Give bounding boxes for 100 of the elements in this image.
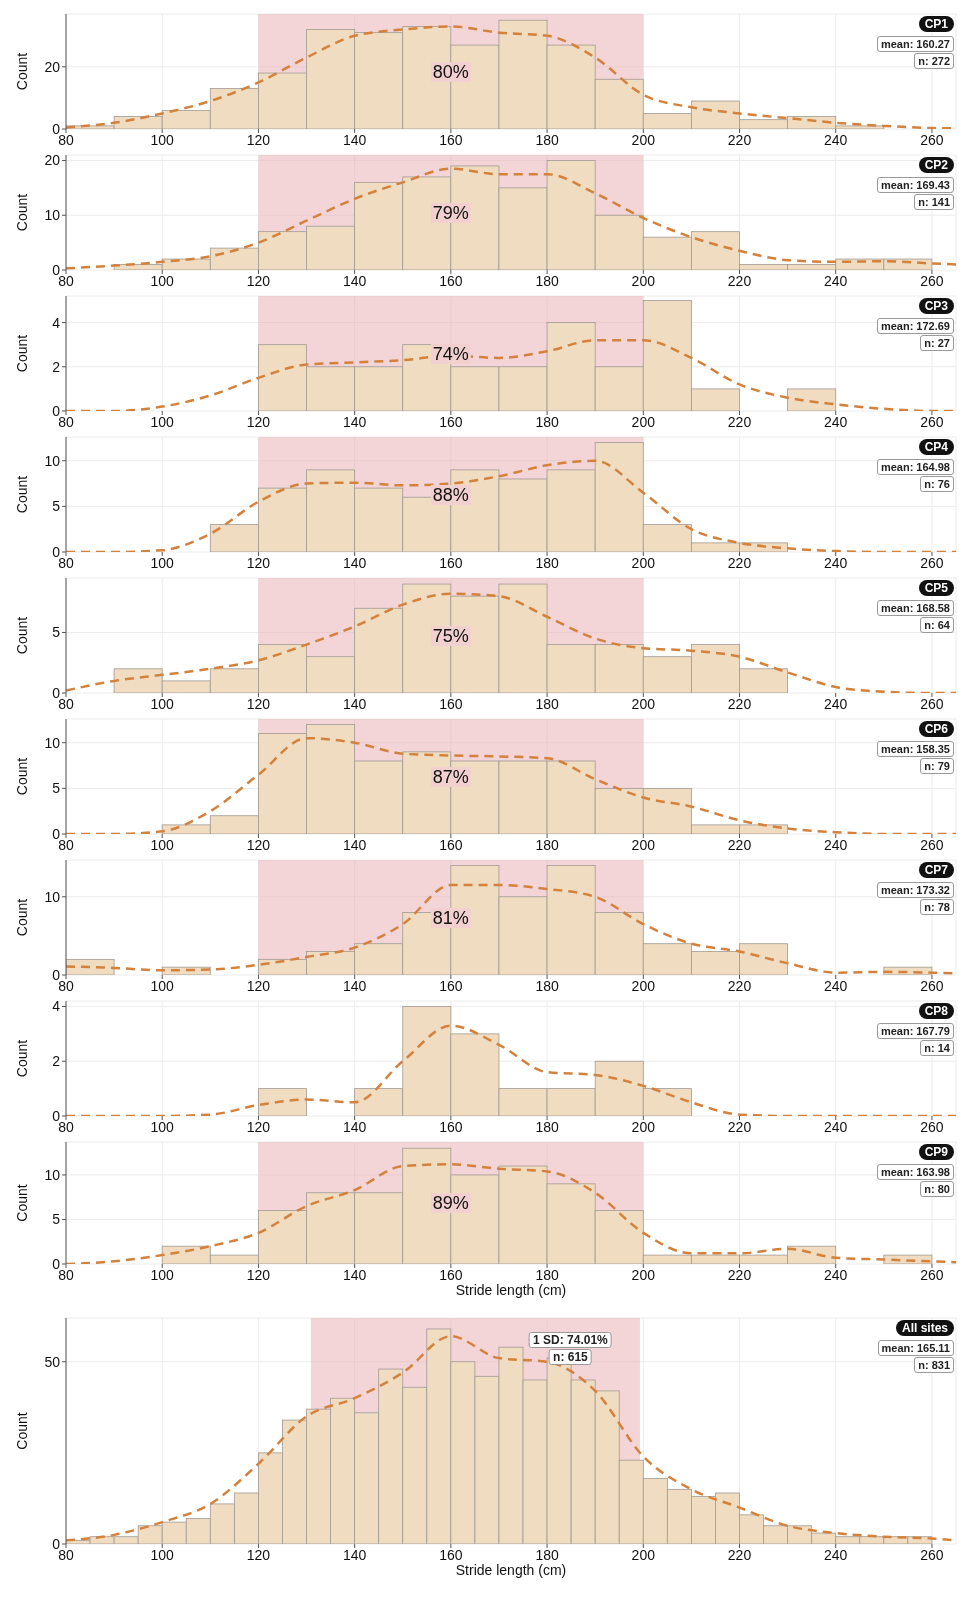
annotation: mean: 165.11 <box>877 1340 954 1356</box>
y-tick-label: 0 <box>52 120 61 137</box>
y-axis-title: Count <box>13 1039 30 1078</box>
x-tick-label: 200 <box>631 977 656 994</box>
x-tick-label: 80 <box>58 977 74 994</box>
band-label: 75% <box>430 626 471 647</box>
x-tick-label: 240 <box>824 695 848 712</box>
x-tick-label: 160 <box>439 836 463 853</box>
x-tick-label: 160 <box>439 131 463 148</box>
annotation: CP6 <box>918 721 954 737</box>
x-tick-label: 200 <box>631 1266 656 1283</box>
x-tick-label: 100 <box>150 1266 175 1283</box>
annotation: mean: 173.32 <box>876 882 954 898</box>
x-tick-label: 100 <box>150 413 175 430</box>
y-tick-label: 20 <box>44 58 61 75</box>
x-tick-label: 260 <box>920 413 944 430</box>
x-tick-label: 160 <box>439 1118 463 1135</box>
x-tick-label: 260 <box>920 1118 944 1135</box>
x-tick-label: 140 <box>342 836 367 853</box>
band-label: 81% <box>430 908 471 929</box>
x-tick-label: 240 <box>824 554 848 571</box>
x-tick-label: 220 <box>727 1546 752 1563</box>
y-axis-title: Count <box>13 475 30 514</box>
y-tick-label: 5 <box>52 624 61 641</box>
x-tick-label: 100 <box>150 1546 175 1563</box>
x-tick-label: 200 <box>631 413 656 430</box>
y-axis-title: Count <box>13 1184 30 1222</box>
annotation: CP7 <box>918 862 954 878</box>
annotation: mean: 164.98 <box>876 459 954 475</box>
y-tick-label: 0 <box>52 825 61 842</box>
y-tick-label: 4 <box>52 314 61 331</box>
annotation: n: 141 <box>914 194 954 210</box>
x-tick-label: 180 <box>535 695 559 712</box>
x-tick-label: 260 <box>920 695 944 712</box>
x-tick-label: 240 <box>824 977 848 994</box>
y-tick-label: 0 <box>52 1535 61 1552</box>
x-tick-label: 200 <box>631 1546 656 1563</box>
band-label: 80% <box>430 62 471 83</box>
x-axis-title: Stride length (cm) <box>454 1282 568 1298</box>
annotation: mean: 169.43 <box>876 177 954 193</box>
x-tick-label: 180 <box>535 272 559 289</box>
x-tick-label: 120 <box>246 1118 271 1135</box>
x-tick-label: 120 <box>246 272 271 289</box>
band-label: 87% <box>430 767 471 788</box>
x-tick-label: 140 <box>342 272 367 289</box>
x-tick-label: 180 <box>535 413 559 430</box>
x-tick-label: 100 <box>150 1118 175 1135</box>
y-tick-label: 2 <box>52 358 61 375</box>
x-tick-label: 160 <box>439 695 463 712</box>
y-tick-label: 4 <box>52 998 61 1015</box>
y-tick-label: 10 <box>44 452 61 469</box>
annotation: n: 64 <box>920 617 954 633</box>
annotation: CP3 <box>918 298 954 314</box>
x-tick-label: 120 <box>246 1546 271 1563</box>
x-tick-label: 200 <box>631 695 656 712</box>
x-tick-label: 220 <box>727 836 752 853</box>
annotation: n: 272 <box>914 53 954 69</box>
y-tick-label: 10 <box>44 207 61 224</box>
x-tick-label: 240 <box>824 1118 848 1135</box>
x-tick-label: 80 <box>58 836 74 853</box>
x-tick-label: 260 <box>920 977 944 994</box>
x-tick-label: 80 <box>58 272 74 289</box>
x-tick-label: 220 <box>727 272 752 289</box>
x-tick-label: 220 <box>727 1118 752 1135</box>
band-label: 88% <box>430 485 471 506</box>
annotation: n: 78 <box>920 899 954 915</box>
x-tick-label: 140 <box>342 977 367 994</box>
x-tick-label: 80 <box>58 1266 74 1283</box>
y-tick-label: 50 <box>44 1353 61 1370</box>
x-tick-label: 160 <box>439 1266 463 1283</box>
annotation: mean: 167.79 <box>876 1023 954 1039</box>
annotation: CP9 <box>918 1144 954 1160</box>
x-tick-label: 140 <box>342 131 367 148</box>
x-tick-label: 180 <box>535 977 559 994</box>
x-tick-label: 220 <box>727 695 752 712</box>
x-tick-label: 180 <box>535 1546 559 1563</box>
y-tick-label: 0 <box>52 402 61 419</box>
x-tick-label: 100 <box>150 554 175 571</box>
x-tick-label: 180 <box>535 1266 559 1283</box>
annotation: CP4 <box>918 439 954 455</box>
y-tick-label: 5 <box>52 498 61 515</box>
x-tick-label: 260 <box>920 1546 944 1563</box>
x-tick-label: 220 <box>727 131 752 148</box>
x-tick-label: 120 <box>246 836 271 853</box>
x-tick-label: 80 <box>58 1546 74 1563</box>
x-axis-title: Stride length (cm) <box>454 1562 568 1578</box>
y-tick-label: 10 <box>44 734 61 751</box>
y-tick-label: 0 <box>52 1255 61 1272</box>
x-tick-label: 100 <box>150 977 175 994</box>
x-tick-label: 80 <box>58 695 74 712</box>
x-tick-label: 140 <box>342 1266 367 1283</box>
x-tick-label: 140 <box>342 1546 367 1563</box>
x-tick-label: 260 <box>920 1266 944 1283</box>
annotation: n: 27 <box>920 335 954 351</box>
x-tick-label: 160 <box>439 977 463 994</box>
x-tick-label: 200 <box>631 554 656 571</box>
y-axis-title: Count <box>13 757 30 796</box>
y-tick-label: 0 <box>52 966 61 983</box>
annotation: n: 615 <box>549 1349 592 1365</box>
y-tick-label: 10 <box>44 1166 61 1183</box>
